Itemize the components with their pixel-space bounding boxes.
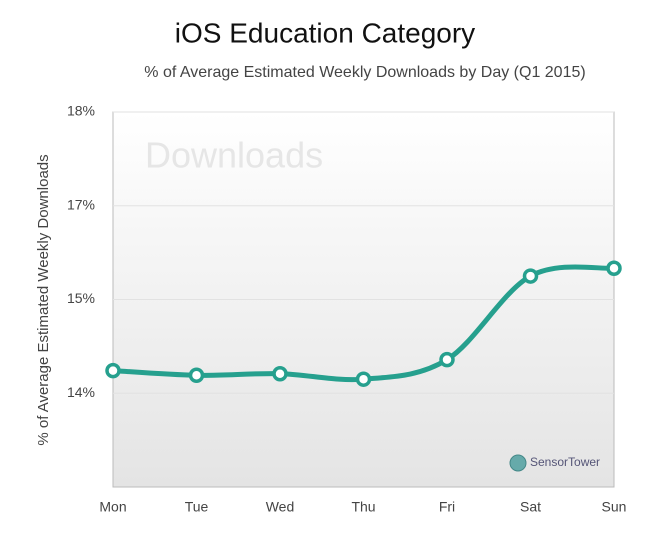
point [272, 365, 288, 382]
point [105, 362, 121, 379]
x-tick-label: Tue [185, 499, 209, 515]
point [188, 367, 205, 384]
y-tick-label: 18% [67, 103, 95, 119]
x-tick-label: Sun [602, 499, 627, 515]
x-tick-label: Mon [99, 499, 126, 515]
x-tick-label: Wed [266, 499, 295, 515]
y-tick-label: 14% [67, 384, 95, 400]
point [522, 268, 539, 284]
chart-subtitle: % of Average Estimated Weekly Downloads … [144, 64, 585, 81]
x-tick-label: Sat [520, 499, 541, 515]
x-tick-label: Fri [439, 499, 455, 515]
point [606, 260, 622, 276]
brand: SensorTower [530, 455, 600, 469]
watermark: Downloads [145, 135, 323, 176]
brand-logo [509, 454, 527, 472]
chart-title: iOS Education Category [175, 17, 475, 48]
y-tick-label: 17% [67, 196, 95, 212]
y-tick-label: 15% [67, 290, 95, 306]
y-axis-label: % of Average Estimated Weekly Downloads [35, 154, 52, 445]
point [355, 371, 372, 387]
point [439, 351, 455, 368]
x-tick-label: Thu [351, 499, 375, 515]
